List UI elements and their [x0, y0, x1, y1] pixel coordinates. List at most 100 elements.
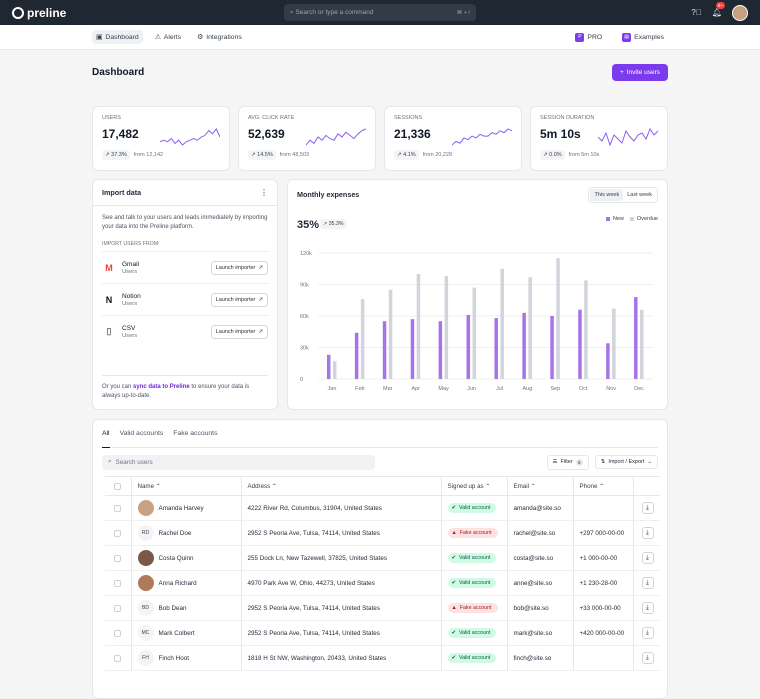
check-icon: ✔: [451, 655, 456, 661]
tab-this-week[interactable]: This week: [590, 189, 624, 201]
bell-icon[interactable]: 🔔︎ 9+: [711, 2, 725, 17]
bar-overdue: [360, 299, 365, 379]
user-phone: +1 000-00-00: [572, 545, 633, 571]
import-export-button[interactable]: ⇅ Import / Export ⌄: [594, 455, 658, 469]
table-row[interactable]: MC Mark Colbert 2952 S Peoria Ave, Tulsa,…: [105, 620, 660, 646]
row-select-cell: [105, 495, 131, 521]
launch-importer-button[interactable]: Launch importer ↗: [210, 292, 268, 307]
status-badge: ▲ Fake account: [447, 603, 498, 613]
trend-icon: ↗: [397, 152, 404, 158]
download-icon[interactable]: ⤓: [641, 502, 654, 514]
sparkline: [160, 128, 220, 146]
download-icon[interactable]: ⤓: [641, 552, 654, 564]
stat-delta-value: 37.3%: [111, 152, 127, 158]
command-search-input[interactable]: ⌕ Search or type a command ⌘ + /: [284, 4, 476, 21]
source-sub: Users: [122, 300, 138, 307]
download-icon[interactable]: ⤓: [641, 652, 654, 664]
row-checkbox[interactable]: [114, 604, 121, 612]
col-email-label: Email: [513, 482, 529, 490]
table-row[interactable]: RD Rachel Doe 2952 S Peoria Ave, Tulsa, 7…: [105, 520, 660, 546]
examples-link[interactable]: ▤ Examples: [618, 30, 668, 45]
stat-value: 52,639: [248, 127, 285, 141]
row-checkbox[interactable]: [114, 554, 121, 562]
nav-integrations[interactable]: ⚙ Integrations: [193, 30, 246, 44]
sparkline-path: [160, 128, 220, 146]
nav-dashboard[interactable]: ▣ Dashboard: [92, 30, 143, 44]
download-icon[interactable]: ⤓: [641, 602, 654, 614]
user-email: amanda@site.so: [506, 495, 573, 521]
row-checkbox[interactable]: [114, 529, 121, 537]
avatar: [137, 575, 154, 591]
legend-overdue-label: Overdue: [636, 216, 658, 222]
stat-card: Session Duration 5m 10s ↗ 0.0% from 5m 10…: [530, 106, 668, 171]
user-name: Mark Colbert: [158, 629, 195, 637]
brand-logo[interactable]: preline: [12, 6, 66, 20]
expense-delta-value: 35.3%: [328, 221, 344, 227]
bar-overdue: [332, 361, 337, 379]
user-phone: [572, 495, 633, 521]
user-address: 1818 H St NW, Washington, 20433, United …: [240, 645, 441, 671]
table-row[interactable]: Amanda Harvey 4222 River Rd, Columbus, 3…: [105, 495, 660, 521]
help-icon[interactable]: ?⃝: [691, 8, 702, 17]
filter-button[interactable]: ☰ Filter 5: [546, 454, 589, 470]
col-address[interactable]: Address ⌃: [240, 476, 441, 496]
user-avatar[interactable]: [732, 4, 748, 21]
row-checkbox[interactable]: [114, 504, 121, 512]
col-address-label: Address: [247, 482, 271, 490]
tab-last-week[interactable]: Last week: [627, 192, 652, 198]
tab-all[interactable]: All: [102, 420, 110, 448]
table-row[interactable]: FH Finch Hoot 1818 H St NW, Washington, 2…: [105, 645, 660, 671]
pro-link[interactable]: P PRO: [571, 30, 606, 45]
row-checkbox[interactable]: [114, 629, 121, 637]
col-name[interactable]: Name ⌃: [130, 476, 241, 496]
more-icon[interactable]: ⋮: [260, 188, 268, 197]
users-search-input[interactable]: ⌕ Search users: [102, 454, 375, 470]
bar-new: [606, 343, 610, 379]
import-description: See and talk to your users and leads imm…: [102, 215, 268, 230]
tab-fake-accounts[interactable]: Fake accounts: [173, 430, 218, 437]
table-row[interactable]: Costa Quinn 255 Dock Ln, New Tazewell, 3…: [105, 545, 660, 571]
download-icon[interactable]: ⤓: [641, 527, 654, 539]
stat-from: from 5m 10s: [568, 152, 600, 158]
col-phone[interactable]: Phone ⌃: [572, 476, 633, 496]
chart-legend: New Overdue: [605, 216, 658, 222]
plus-icon: +: [619, 68, 624, 76]
col-signed-up[interactable]: Signed up as ⌃: [440, 476, 507, 496]
user-email: costa@site.so: [506, 545, 573, 571]
invite-users-button[interactable]: + Invite users: [611, 63, 668, 81]
row-checkbox[interactable]: [114, 654, 121, 662]
table-row[interactable]: BD Bob Dean 2952 S Peoria Ave, Tulsa, 741…: [105, 595, 660, 621]
status-label: Valid account: [458, 505, 491, 511]
user-phone: +297 000-00-00: [572, 520, 633, 546]
download-icon[interactable]: ⤓: [641, 627, 654, 639]
y-tick-label: 60k: [300, 314, 309, 320]
stat-delta: ↗ 0.0%: [540, 150, 565, 160]
bar-overdue: [472, 287, 477, 379]
bar-new: [410, 319, 415, 379]
notification-badge: 9+: [715, 2, 725, 9]
row-checkbox[interactable]: [114, 579, 121, 587]
legend-new-label: New: [612, 216, 624, 222]
status-badge: ✔ Valid account: [447, 578, 497, 588]
select-all-checkbox[interactable]: [114, 482, 121, 490]
launch-importer-button[interactable]: Launch importer ↗: [210, 324, 268, 339]
stat-card: Avg. Click Rate 52,639 ↗ 14.5% from 48,50…: [238, 106, 376, 171]
avatar: [137, 500, 154, 516]
table-row[interactable]: Anna Richard 4970 Park Ave W, Ohio, 4427…: [105, 570, 660, 596]
x-tick-label: Sep: [550, 386, 560, 392]
row-select-cell: [105, 645, 131, 671]
bar-new: [466, 314, 471, 379]
stat-delta-value: 14.5%: [257, 152, 273, 158]
tab-valid-accounts[interactable]: Valid accounts: [119, 430, 164, 437]
user-address: 2952 S Peoria Ave, Tulsa, 74114, United …: [240, 520, 441, 546]
launch-importer-button[interactable]: Launch importer ↗: [210, 260, 268, 275]
sync-link[interactable]: sync data to Preline: [133, 384, 190, 390]
download-icon[interactable]: ⤓: [641, 577, 654, 589]
nav-alerts[interactable]: ⚠ Alerts: [151, 30, 185, 44]
stat-label: Users: [102, 115, 121, 121]
x-tick-label: Aug: [522, 386, 532, 392]
sync-note: Or you can sync data to Preline to ensur…: [102, 375, 268, 401]
col-email[interactable]: Email ⌃: [506, 476, 573, 496]
stats-row: Users 17,482 ↗ 37.3% from 12,142 Avg. Clic…: [92, 106, 668, 171]
stat-from: from 20,228: [422, 152, 453, 158]
